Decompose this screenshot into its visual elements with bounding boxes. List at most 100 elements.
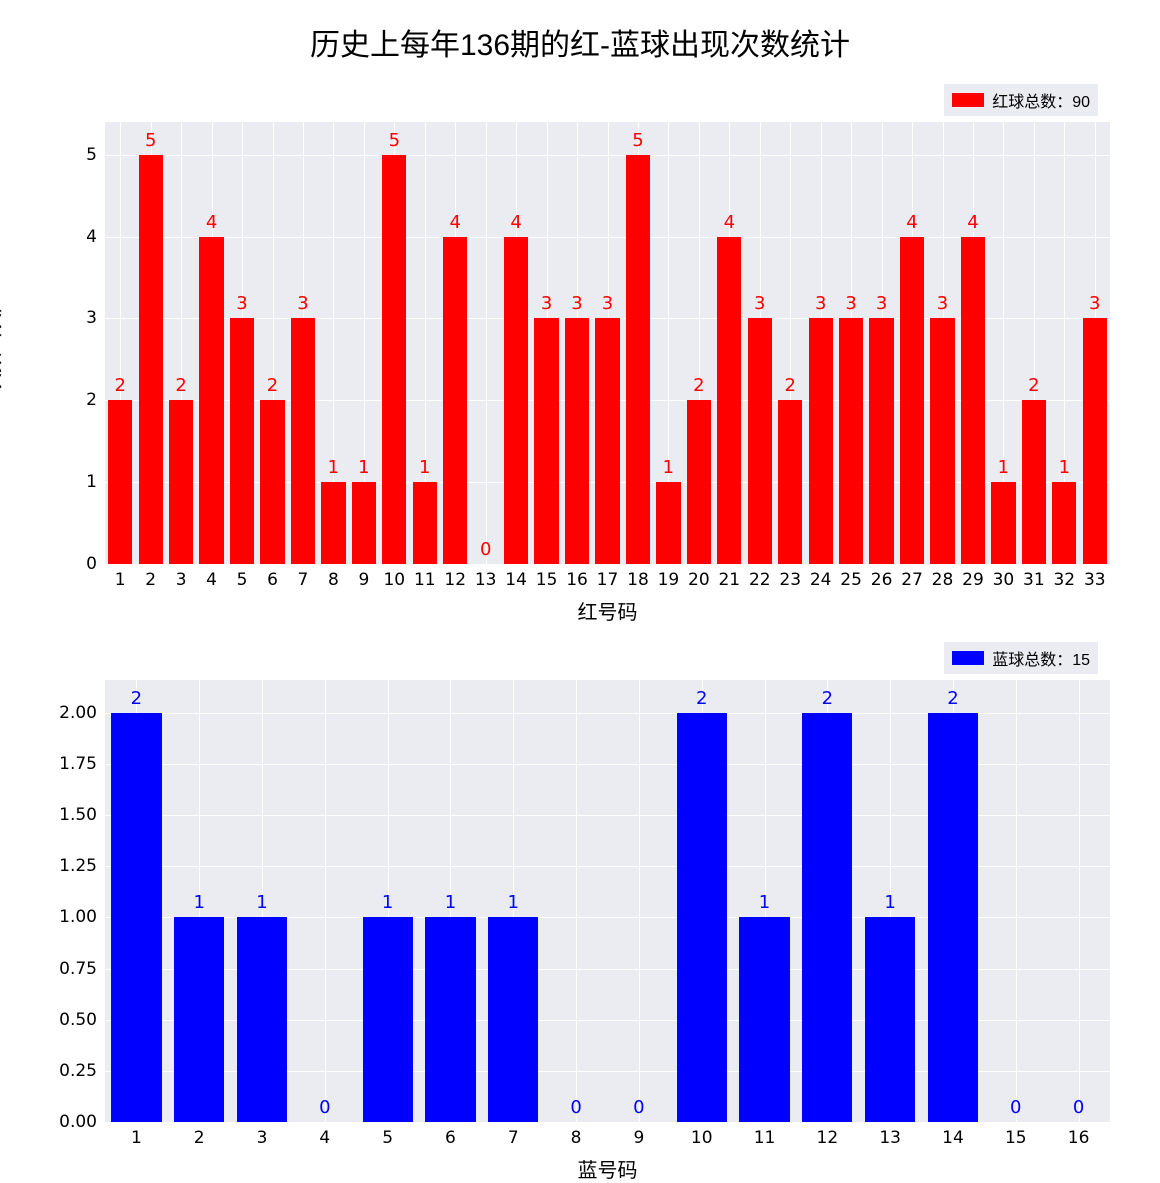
blue-legend: 蓝球总数：15 — [944, 642, 1098, 674]
x-tick-label: 14 — [942, 1122, 964, 1148]
bar-value-label: 1 — [508, 892, 519, 913]
bar-value-label: 1 — [358, 457, 369, 478]
red-legend: 红球总数：90 — [944, 84, 1098, 116]
bar-value-label: 4 — [510, 212, 521, 233]
bar — [291, 318, 315, 564]
bar-value-label: 1 — [663, 457, 674, 478]
grid-line-vertical — [1079, 680, 1080, 1122]
x-tick-label: 16 — [1068, 1122, 1090, 1148]
bar — [534, 318, 558, 564]
bar — [443, 237, 467, 564]
bar-value-label: 3 — [845, 293, 856, 314]
bar — [363, 917, 413, 1122]
x-tick-label: 9 — [633, 1122, 644, 1148]
bar-value-label: 3 — [876, 293, 887, 314]
bar-value-label: 2 — [1028, 375, 1039, 396]
x-tick-label: 31 — [1023, 564, 1045, 590]
bar — [425, 917, 475, 1122]
bar-value-label: 0 — [1010, 1097, 1021, 1118]
y-tick-label: 1.00 — [59, 907, 105, 927]
bar-value-label: 3 — [815, 293, 826, 314]
y-tick-label: 5 — [86, 145, 105, 165]
bar — [111, 713, 161, 1122]
red-x-axis-label: 红号码 — [578, 596, 638, 625]
x-tick-label: 13 — [879, 1122, 901, 1148]
bar — [1083, 318, 1107, 564]
x-tick-label: 3 — [257, 1122, 268, 1148]
bar-value-label: 1 — [1059, 457, 1070, 478]
x-tick-label: 12 — [444, 564, 466, 590]
grid-line-vertical — [325, 680, 326, 1122]
x-tick-label: 21 — [718, 564, 740, 590]
bar-value-label: 5 — [389, 130, 400, 151]
x-tick-label: 32 — [1053, 564, 1075, 590]
x-tick-label: 7 — [298, 564, 309, 590]
red-y-axis-label: 次数（次） — [0, 293, 6, 393]
bar — [900, 237, 924, 564]
grid-line-vertical — [639, 680, 640, 1122]
figure: 历史上每年136期的红-蓝球出现次数统计 次数（次） 红号码 红球总数：90 0… — [0, 0, 1160, 1174]
x-tick-label: 11 — [414, 564, 436, 590]
bar-value-label: 4 — [449, 212, 460, 233]
bar-value-label: 2 — [131, 688, 142, 709]
x-tick-label: 22 — [749, 564, 771, 590]
bar-value-label: 3 — [754, 293, 765, 314]
blue-legend-text: 蓝球总数：15 — [992, 646, 1090, 670]
bar — [199, 237, 223, 564]
x-tick-label: 10 — [383, 564, 405, 590]
bar-value-label: 0 — [633, 1097, 644, 1118]
x-tick-label: 24 — [810, 564, 832, 590]
red-legend-text: 红球总数：90 — [992, 88, 1090, 112]
bar — [991, 482, 1015, 564]
bar-value-label: 5 — [632, 130, 643, 151]
x-tick-label: 8 — [328, 564, 339, 590]
bar-value-label: 3 — [236, 293, 247, 314]
y-tick-label: 0.25 — [59, 1061, 105, 1081]
bar-value-label: 2 — [114, 375, 125, 396]
bar-value-label: 3 — [541, 293, 552, 314]
bar-value-label: 1 — [884, 892, 895, 913]
bar — [139, 155, 163, 564]
bar — [778, 400, 802, 564]
bar — [1022, 400, 1046, 564]
red-legend-swatch — [952, 93, 984, 107]
x-tick-label: 13 — [475, 564, 497, 590]
y-tick-label: 0 — [86, 554, 105, 574]
bar — [809, 318, 833, 564]
bar — [869, 318, 893, 564]
bar-value-label: 2 — [267, 375, 278, 396]
y-tick-label: 1.25 — [59, 856, 105, 876]
bar — [504, 237, 528, 564]
x-tick-label: 17 — [597, 564, 619, 590]
x-tick-label: 16 — [566, 564, 588, 590]
blue-legend-swatch — [952, 651, 984, 665]
x-tick-label: 18 — [627, 564, 649, 590]
x-tick-label: 4 — [206, 564, 217, 590]
x-tick-label: 28 — [932, 564, 954, 590]
bar — [656, 482, 680, 564]
x-tick-label: 5 — [382, 1122, 393, 1148]
bar — [677, 713, 727, 1122]
bar — [321, 482, 345, 564]
x-tick-label: 27 — [901, 564, 923, 590]
x-tick-label: 15 — [1005, 1122, 1027, 1148]
bar-value-label: 1 — [193, 892, 204, 913]
bar-value-label: 3 — [1089, 293, 1100, 314]
x-tick-label: 3 — [176, 564, 187, 590]
bar-value-label: 0 — [1073, 1097, 1084, 1118]
bar-value-label: 2 — [947, 688, 958, 709]
bar-value-label: 1 — [759, 892, 770, 913]
y-tick-label: 1.75 — [59, 754, 105, 774]
bar-value-label: 2 — [696, 688, 707, 709]
y-tick-label: 1.50 — [59, 805, 105, 825]
bar — [739, 917, 789, 1122]
bar-value-label: 0 — [570, 1097, 581, 1118]
bar — [928, 713, 978, 1122]
y-tick-label: 4 — [86, 227, 105, 247]
x-tick-label: 1 — [131, 1122, 142, 1148]
bar — [865, 917, 915, 1122]
bar — [488, 917, 538, 1122]
blue-x-axis-label: 蓝号码 — [578, 1154, 638, 1183]
bar — [352, 482, 376, 564]
red-chart-axes: 次数（次） 红号码 红球总数：90 0123452152234435263718… — [105, 122, 1110, 564]
